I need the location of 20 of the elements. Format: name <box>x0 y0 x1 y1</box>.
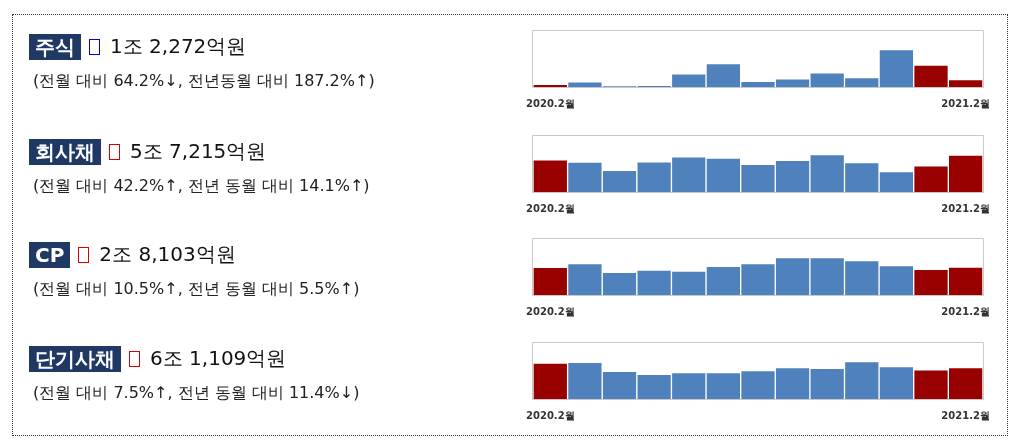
x-tick-label: 2020.2월 <box>526 97 575 109</box>
text: 2조 8,103억원 <box>99 241 236 268</box>
text: 5조 7,215억원 <box>130 138 267 165</box>
text: 6조 1,109억원 <box>150 345 287 372</box>
x-tick-label: 2021.2월 <box>941 202 990 214</box>
x-tick-label: 2020.2월 <box>526 409 575 421</box>
x-tick-label: 2020.2월 <box>526 202 575 214</box>
text: 주식 <box>29 33 81 60</box>
x-tick-label: 2021.2월 <box>941 97 990 109</box>
text: (전월 대비 10.5%↑, 전년 동월 대비 5.5%↑) <box>33 279 360 300</box>
x-tick-label: 2021.2월 <box>941 305 990 317</box>
x-tick-label: 2020.2월 <box>526 305 575 317</box>
text: 단기사채 <box>29 345 121 372</box>
text: 회사채 <box>29 138 101 165</box>
x-tick-label: 2021.2월 <box>941 409 990 421</box>
text: (전월 대비 64.2%↓, 전년동월 대비 187.2%↑) <box>33 71 375 92</box>
text: 1조 2,272억원 <box>110 33 247 60</box>
text: CP <box>29 241 71 268</box>
text: (전월 대비 42.2%↑, 전년 동월 대비 14.1%↑) <box>33 176 370 197</box>
text: (전월 대비 7.5%↑, 전년 동월 대비 11.4%↓) <box>33 383 360 404</box>
